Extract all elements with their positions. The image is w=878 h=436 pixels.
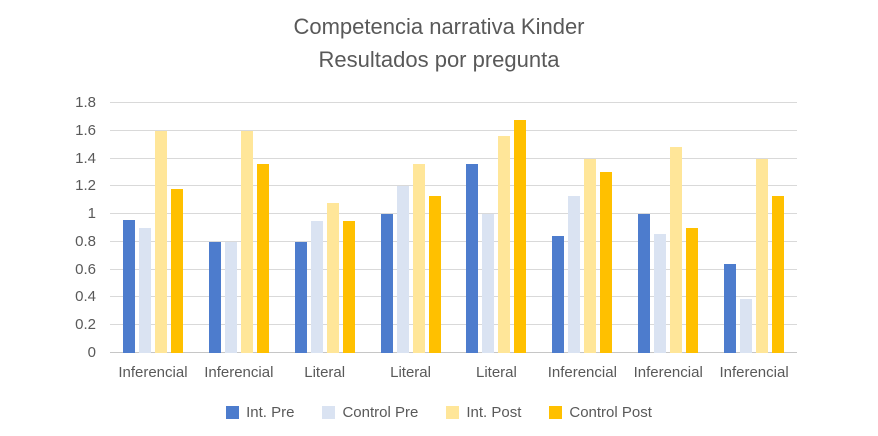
bar-int-pre [552,236,565,353]
legend-label: Int. Pre [246,404,295,421]
gridline [110,102,797,103]
legend-item-int-post: Int. Post [446,404,521,421]
gridline [110,268,797,270]
x-axis-category-label: Inferencial [719,364,789,381]
bar-group-8-inferencial [711,103,797,353]
legend-swatch-icon [446,406,460,419]
x-axis-category-label: Literal [304,364,346,381]
bar-int-post [670,147,683,353]
bar-groups [110,103,797,353]
x-axis-labels: Inferencial Inferencial Literal Literal Lite… [110,364,797,381]
bar-control-pre [396,186,409,353]
x-axis-category-label: Literal [476,364,517,381]
bar-int-post [154,130,167,353]
bar-group-3-literal [282,103,368,353]
gridline [110,185,797,187]
legend-label: Control Pre [342,404,419,421]
bar-group-2-inferencial [196,103,282,353]
x-axis-line [110,352,797,353]
bar-control-post [170,189,183,353]
legend-item-control-post: Control Post [549,404,652,421]
plot-area: 0 0.2 0.4 0.6 0.8 1 1.2 1.4 1.6 1.8 [75,95,797,361]
bar-control-pre [310,221,323,353]
bar-control-post [772,196,785,353]
bar-group-7-inferencial [625,103,711,353]
bar-control-pre [740,298,753,353]
gridline [110,157,797,159]
bar-group-4-literal [368,103,454,353]
chart-title-line2: Resultados por pregunta [318,47,560,72]
bar-control-post [342,221,355,353]
legend-label: Control Post [569,404,652,421]
y-axis-tick-label: 0.6 [75,260,96,278]
y-axis-tick-label: 0.8 [75,232,96,250]
x-axis-category-label: Inferencial [118,364,188,381]
y-axis-tick-label: 1.4 [75,149,96,167]
bar-int-pre [294,241,307,353]
y-axis-tick-label: 1.8 [75,94,96,111]
y-axis-tick-label: 0 [87,344,96,361]
bar-int-pre [638,214,651,353]
y-axis-tick-label: 1.2 [75,177,96,195]
y-axis-tick-label: 0.2 [75,316,96,334]
legend: Int. Pre Control Pre Int. Post Control Post [0,404,878,421]
bar-control-pre [482,214,495,353]
legend-swatch-icon [226,406,240,419]
bar-group-6-inferencial [539,103,625,353]
bar-int-post [756,158,769,353]
x-axis-category-label: Inferencial [547,364,617,381]
legend-swatch-icon [322,406,336,419]
bar-group-1-inferencial [110,103,196,353]
bar-control-pre [224,241,237,353]
y-axis-tick-label: 1 [87,205,96,223]
bar-control-post [514,119,527,353]
legend-item-int-pre: Int. Pre [226,404,294,421]
chart-title: Competencia narrativa Kinder Resultados … [0,10,878,76]
legend-item-control-pre: Control Pre [322,404,418,421]
bar-int-post [584,158,597,353]
gridline [110,240,797,242]
bar-group-5-literal [454,103,540,353]
bar-int-post [326,203,339,353]
gridline [110,213,797,215]
bar-control-post [686,228,699,353]
bar-control-pre [138,228,151,353]
bar-int-pre [122,219,135,353]
x-axis-category-label: Literal [390,364,431,381]
y-axis-tick-label: 1.6 [75,121,96,139]
gridline [110,324,797,326]
bar-control-post [256,164,269,353]
gridline [110,129,797,131]
bar-int-pre [208,241,221,353]
legend-label: Int. Post [466,404,522,421]
x-axis-category-label: Inferencial [204,364,274,381]
x-axis-category-label: Inferencial [633,364,703,381]
bar-int-pre [380,214,393,353]
bar-int-post [412,164,425,353]
legend-swatch-icon [549,406,563,419]
bar-control-post [600,172,613,353]
y-axis-tick-label: 0.4 [75,288,96,306]
bar-int-post [498,136,511,353]
bar-int-pre [466,164,479,353]
bar-control-post [428,196,441,353]
bar-control-pre [654,233,667,353]
bar-int-post [240,130,253,353]
bar-int-pre [724,264,737,353]
gridline [110,296,797,298]
bar-control-pre [568,196,581,353]
chart-title-line1: Competencia narrativa Kinder [293,14,585,39]
